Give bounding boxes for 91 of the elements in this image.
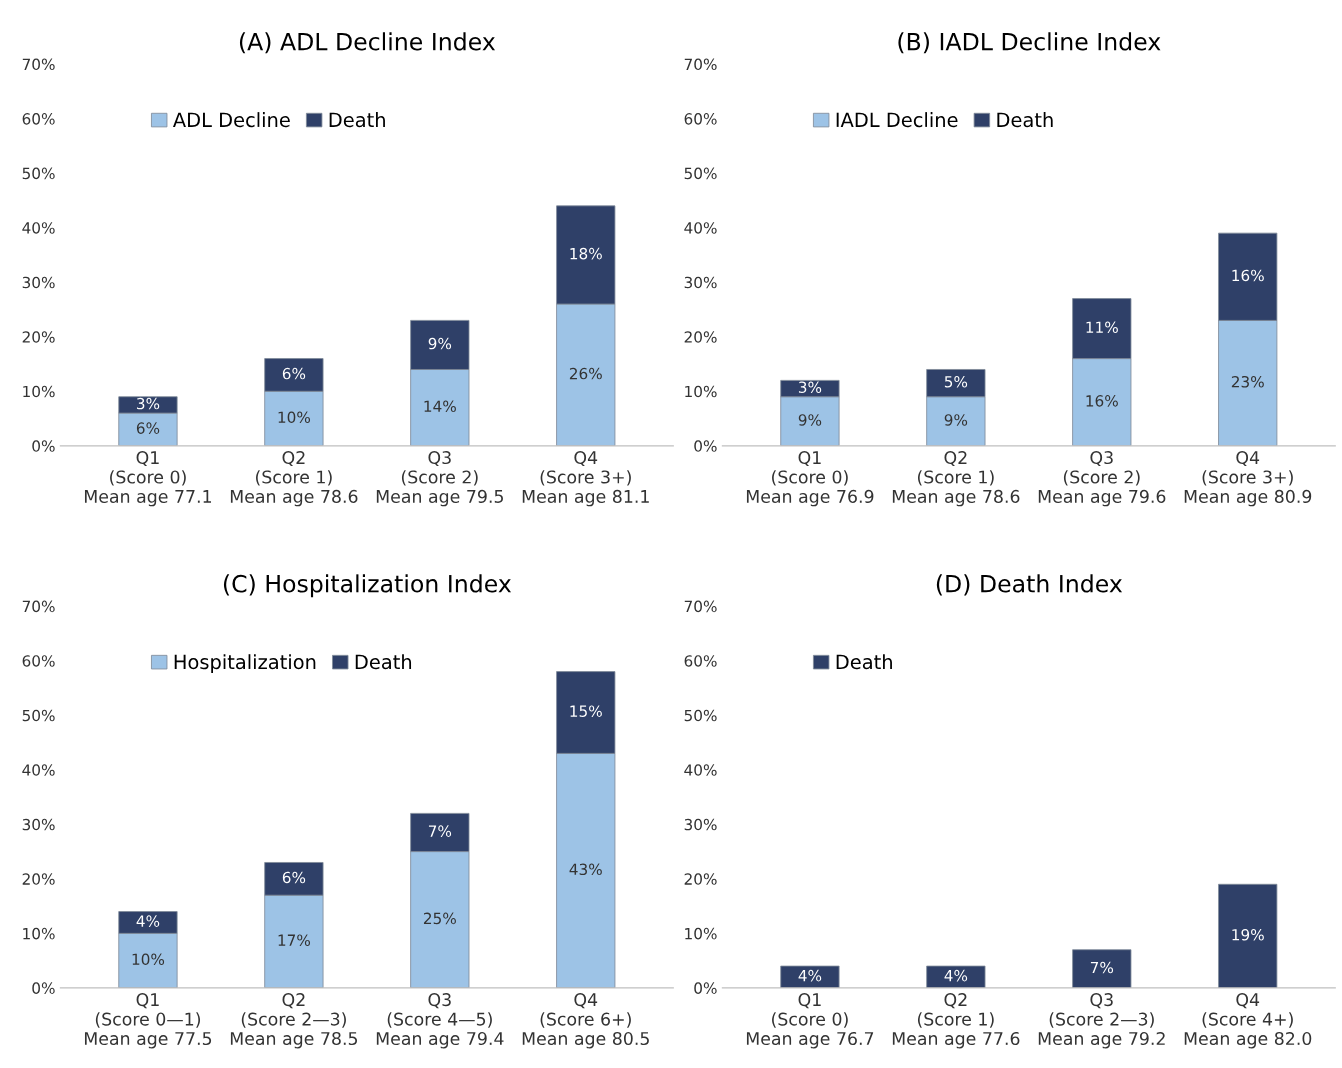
x-tick-label: Q3 (Score 2) Mean age 79.5 [376,450,503,507]
data-label: 6% [282,871,306,884]
chart-title: (D) Death Index [936,574,1123,596]
y-tick-label: 0% [694,982,717,994]
x-tick-label: Q4 (Score 3+) Mean age 80.9 [1184,450,1312,507]
data-label: 6% [136,422,160,434]
data-label: 3% [137,397,160,410]
y-tick-label: 10% [23,385,55,398]
legend-label: Death [836,654,892,670]
y-tick-label: 0% [694,440,717,452]
y-tick-label: 70% [684,600,717,613]
y-tick-label: 40% [684,222,717,234]
y-tick-label: 0% [32,982,55,994]
legend-label: Death [355,654,412,670]
y-tick-label: 60% [22,655,55,667]
x-tick-label: Q4 (Score 4+) Mean age 82.0 [1184,993,1312,1049]
data-label: 11% [1086,321,1118,334]
data-label: 43% [569,863,602,876]
y-tick-label: 60% [22,113,55,125]
data-label: 25% [423,912,456,925]
x-tick-label: Q2 (Score 1) Mean age 77.6 [892,993,1020,1049]
data-label: 4% [944,969,968,982]
x-tick-label: Q1 (Score 0—1) Mean age 77.5 [84,993,212,1049]
x-tick-label: Q1 (Score 0) Mean age 76.7 [746,993,874,1049]
data-label: 9% [428,337,452,350]
x-tick-label: Q1 (Score 0) Mean age 77.1 [84,450,212,507]
y-tick-label: 60% [684,113,717,125]
y-tick-label: 70% [22,600,55,613]
data-label: 14% [424,400,456,413]
x-tick-label: Q1 (Score 0) Mean age 76.9 [746,450,874,507]
data-label: 18% [570,247,602,260]
x-tick-label: Q3 (Score 2—3) Mean age 79.2 [1038,993,1165,1049]
y-tick-label: 40% [22,222,55,234]
data-label: 5% [944,375,968,388]
legend-label: IADL Decline [836,112,958,128]
data-label: 10% [132,953,165,966]
data-label: 15% [570,705,602,717]
x-tick-label: Q4 (Score 6+) Mean age 80.5 [522,993,649,1049]
data-label: 7% [1090,961,1114,974]
data-label: 26% [569,367,602,380]
bar [1072,949,1132,988]
y-tick-label: 10% [23,927,55,940]
x-tick-label: Q2 (Score 2—3) Mean age 78.5 [230,993,358,1049]
y-tick-label: 50% [22,709,55,722]
data-label: 6% [282,367,306,380]
data-label: 4% [136,915,160,927]
y-tick-label: 30% [684,276,717,289]
y-tick-label: 70% [684,58,717,71]
y-tick-label: 30% [684,818,717,831]
y-tick-label: 20% [22,331,55,343]
bar [1218,883,1278,988]
y-tick-label: 20% [684,331,717,343]
x-tick-label: Q2 (Score 1) Mean age 78.6 [230,450,358,507]
y-tick-label: 10% [685,927,717,940]
data-label: 3% [798,381,822,393]
y-tick-label: 20% [22,873,55,885]
data-label: 16% [1232,269,1264,282]
y-tick-label: 50% [684,167,717,180]
data-label: 16% [1086,395,1118,407]
x-tick-label: Q3 (Score 2) Mean age 79.6 [1038,450,1166,507]
bar [926,965,986,988]
chart-title: (C) Hospitalization Index [223,574,512,598]
data-label: 10% [278,411,311,423]
y-tick-label: 40% [684,764,717,776]
x-tick-label: Q2 (Score 1) Mean age 78.6 [892,450,1020,507]
y-tick-label: 10% [685,385,717,398]
data-label: 9% [944,414,968,426]
data-label: 9% [798,414,822,426]
legend-label: Death [329,112,385,128]
chart-title: (A) ADL Decline Index [239,32,496,54]
y-tick-label: 50% [22,167,55,180]
y-tick-label: 40% [22,764,55,776]
legend-label: ADL Decline [172,112,290,128]
chart-title: (B) IADL Decline Index [898,32,1161,54]
y-tick-label: 30% [22,818,55,831]
y-tick-label: 20% [684,873,717,885]
y-tick-label: 30% [22,276,55,289]
y-tick-label: 0% [32,440,55,452]
y-tick-label: 70% [22,58,55,71]
bar [780,965,840,988]
data-label: 23% [1231,375,1264,388]
y-tick-label: 60% [684,655,717,667]
y-tick-label: 50% [684,709,717,722]
legend-label: Death [997,112,1053,128]
legend-label: Hospitalization [174,654,316,674]
x-tick-label: Q3 (Score 4—5) Mean age 79.4 [376,993,504,1049]
data-label: 17% [278,934,311,946]
data-label: 19% [1232,928,1264,941]
data-label: 7% [428,825,452,837]
data-label: 4% [798,969,822,982]
x-tick-label: Q4 (Score 3+) Mean age 81.1 [522,450,649,507]
